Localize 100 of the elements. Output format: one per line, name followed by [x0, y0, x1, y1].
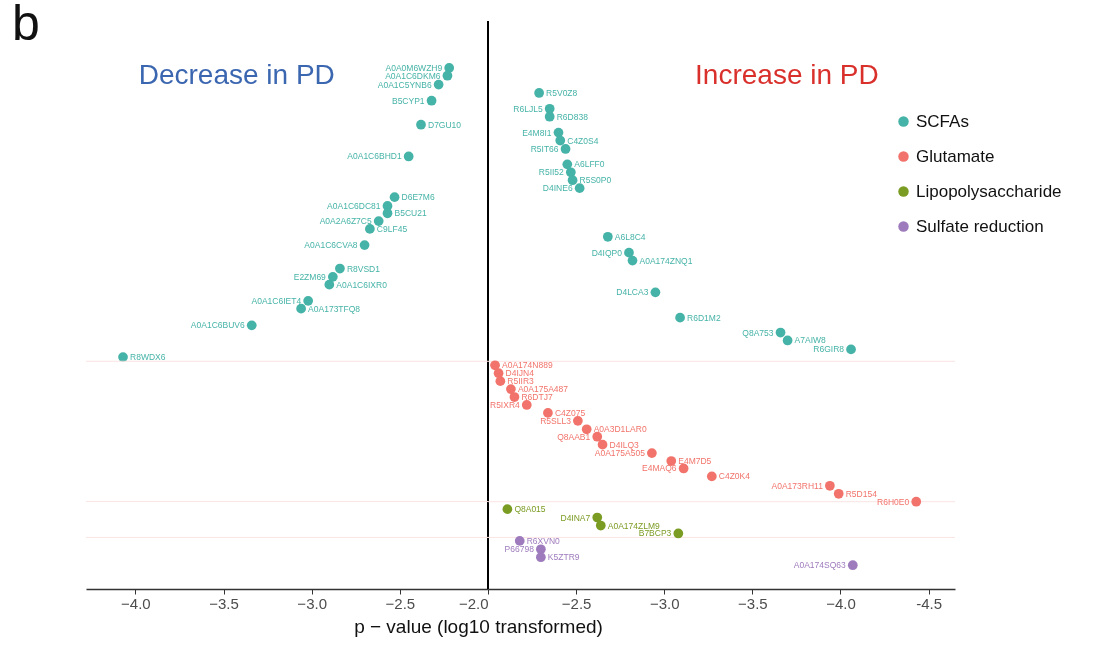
- point: [535, 552, 546, 563]
- point: [514, 536, 525, 546]
- annotation: Decrease in PD: [138, 59, 335, 90]
- annotation: R5IXR4: [490, 399, 521, 410]
- annotation: A0A1C5YNB6: [377, 79, 432, 90]
- point: [543, 408, 553, 418]
- point: [592, 512, 603, 523]
- point: [565, 167, 576, 178]
- annotation: R6D838: [556, 111, 589, 122]
- legend-label: Lipopolysaccharide: [916, 181, 1062, 201]
- point: [627, 255, 638, 266]
- annotation: R8WDX6: [130, 352, 166, 363]
- annotation: R5IT66: [530, 143, 559, 154]
- x-tick-label: -4.5: [916, 594, 942, 612]
- annotation: R5D154: [845, 488, 878, 499]
- annotation: D4IQP0: [591, 247, 623, 258]
- annotation: D4INA7: [560, 512, 591, 523]
- annotation: C4Z0K4: [718, 471, 751, 482]
- point: [303, 295, 314, 306]
- annotation: A6L8C4: [614, 231, 646, 242]
- point: [365, 224, 375, 234]
- annotation: A0A174SQ63: [793, 560, 847, 571]
- point: [426, 95, 437, 106]
- point: [602, 231, 613, 242]
- annotation: P66798: [504, 544, 535, 555]
- annotation: R6XVN0: [526, 535, 561, 546]
- annotation: A0A1C6CVA8: [304, 240, 358, 251]
- x-axis-title: p − value (log10 transformed): [354, 615, 603, 637]
- point: [296, 303, 306, 314]
- annotation: R5S0P0: [579, 175, 612, 186]
- point: [506, 384, 516, 394]
- annotation: Q8A015: [514, 504, 546, 515]
- annotation: C4Z0S4: [567, 135, 599, 146]
- annotation: K5ZTR9: [547, 552, 580, 563]
- annotation: D7GU10: [428, 119, 462, 130]
- annotation: A0A2A6Z7C5: [319, 216, 372, 227]
- annotation: R5IIR3: [507, 376, 535, 387]
- point: [833, 488, 844, 499]
- annotation: D4INE6: [542, 183, 573, 194]
- x-tick-label: −3.5: [209, 594, 239, 612]
- annotation: D4ILQ3: [609, 439, 640, 450]
- annotation: A0A1C6DKM6: [385, 70, 441, 81]
- point: [775, 327, 786, 338]
- annotation: D4IJN4: [505, 368, 535, 379]
- annotation: A0A1C6BHD1: [347, 151, 402, 162]
- point: [495, 376, 506, 387]
- annotation: E2ZM69: [293, 271, 327, 282]
- point: [847, 560, 858, 571]
- point: [581, 424, 592, 435]
- point: [782, 335, 793, 346]
- point: [562, 159, 573, 170]
- point: [706, 471, 717, 482]
- annotation: A0A3D1LAR0: [593, 424, 647, 435]
- point: [335, 263, 345, 274]
- point: [911, 496, 922, 507]
- point: [327, 272, 338, 282]
- annotation: C9LF45: [376, 223, 408, 234]
- annotation: R6LJL5: [513, 103, 543, 114]
- x-tick-label: −2.5: [385, 594, 416, 612]
- annotation: R8VSD1: [346, 263, 381, 274]
- legend-label: SCFAs: [916, 111, 969, 131]
- annotation: R5II52: [538, 167, 565, 178]
- point: [433, 79, 444, 90]
- legend-label: Sulfate reduction: [916, 216, 1044, 236]
- point: [560, 144, 571, 154]
- annotation: D6E7M6: [401, 192, 435, 203]
- annotation: E4M8I1: [522, 127, 552, 138]
- annotation: Q8A753: [742, 327, 774, 338]
- annotation: A0A173TFQ8: [308, 303, 361, 314]
- annotation: A0A1C6IET4: [251, 295, 302, 306]
- point: [442, 70, 453, 81]
- point: [574, 183, 585, 194]
- point: [673, 528, 684, 539]
- point: [544, 111, 555, 122]
- point: [359, 240, 370, 250]
- point: [389, 192, 400, 202]
- point: [403, 151, 414, 162]
- annotation: E4MAQ6: [642, 463, 677, 474]
- annotation: Q8AAB1: [557, 431, 591, 442]
- annotation: A0A1C6IXR0: [336, 279, 388, 290]
- annotation: A7AIW8: [794, 335, 827, 346]
- x-tick-label: −4.0: [826, 594, 856, 612]
- point: [846, 344, 856, 355]
- annotation: R6H0E0: [877, 496, 910, 507]
- annotation: A0A1C6BUV6: [190, 320, 245, 331]
- annotation: A0A173RH11: [771, 480, 824, 491]
- point: [666, 456, 677, 466]
- annotation: R6DTJ7: [521, 392, 553, 403]
- point: [521, 400, 532, 410]
- point: [678, 463, 689, 474]
- annotation: R5SLL3: [540, 415, 572, 426]
- point: [490, 360, 500, 371]
- point: [595, 520, 606, 531]
- annotation: B5CU21: [394, 208, 427, 219]
- legend-label: Glutamate: [916, 146, 995, 166]
- annotation: A0A174ZNQ1: [639, 255, 693, 266]
- point: [825, 480, 835, 491]
- x-tick-label: −4.0: [121, 594, 151, 612]
- annotation: R6D1M2: [687, 312, 721, 323]
- point: [555, 135, 566, 146]
